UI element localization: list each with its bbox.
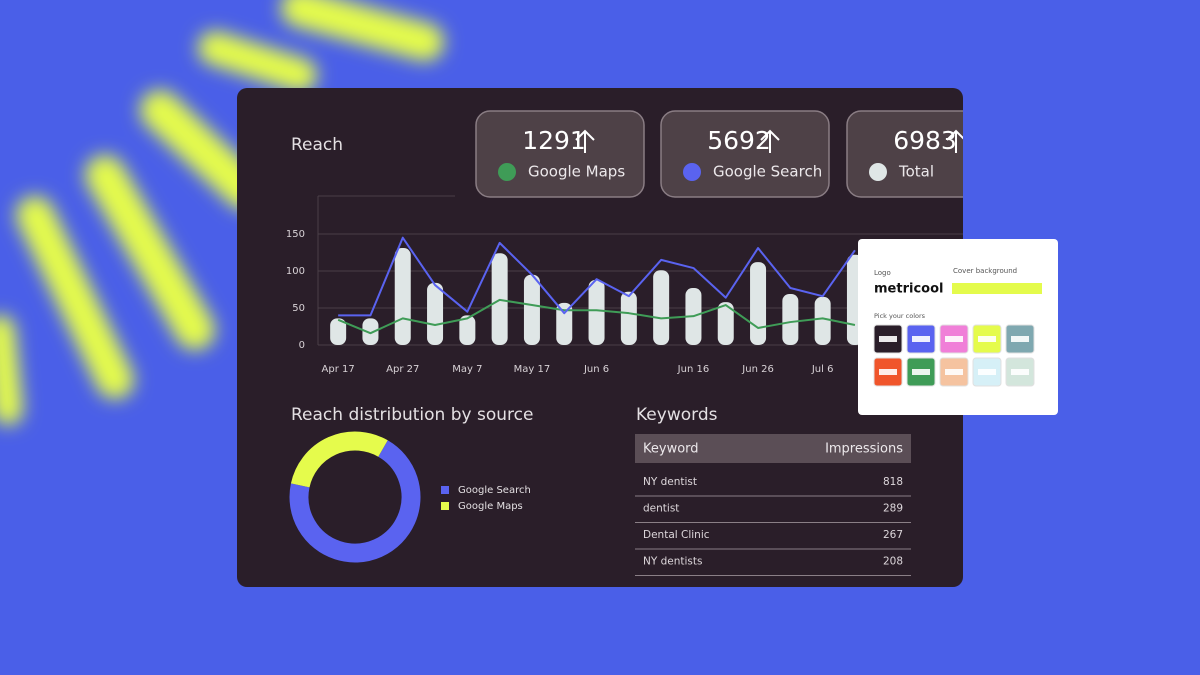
- kpi-dot: [498, 163, 516, 181]
- kpi-dot: [869, 163, 887, 181]
- kpi-value: 6983: [893, 126, 957, 155]
- table-cell: 267: [883, 529, 903, 541]
- swatch-tag: [912, 336, 930, 342]
- x-tick-label: Apr 27: [386, 364, 419, 375]
- bar: [782, 293, 799, 345]
- kpi-label: Total: [898, 163, 934, 181]
- table-cell: 289: [883, 503, 903, 515]
- y-tick-label: 150: [286, 229, 305, 240]
- table-cell: NY dentist: [643, 476, 697, 488]
- table-cell: Dental Clinic: [643, 529, 710, 541]
- bar: [653, 270, 670, 345]
- bar: [427, 282, 444, 345]
- table-title: Keywords: [636, 405, 718, 425]
- logo-label: Logo: [874, 269, 891, 277]
- y-tick-label: 50: [292, 303, 305, 314]
- swatch-tag: [978, 369, 996, 375]
- bar: [717, 302, 734, 345]
- chart-title: Reach: [291, 135, 343, 155]
- kpi-arrow: [946, 129, 963, 153]
- column-header: Impressions: [825, 442, 903, 457]
- x-tick-label: Apr 17: [322, 364, 355, 375]
- legend-swatch: [441, 486, 449, 494]
- bar: [588, 279, 605, 345]
- bar: [330, 318, 347, 345]
- y-tick-label: 0: [299, 340, 305, 351]
- kpi-arrow: [575, 129, 595, 153]
- table-cell: dentist: [643, 503, 679, 515]
- kpi-card: [475, 110, 645, 198]
- donut-slice: [289, 440, 421, 563]
- x-tick-label: Jul 6: [811, 364, 834, 375]
- donut-slice: [290, 431, 388, 488]
- y-tick-label: 100: [286, 266, 305, 277]
- bar: [620, 291, 637, 345]
- kpi-card: [660, 110, 830, 198]
- kpi-arrow: [760, 129, 780, 153]
- legend-label: Google Maps: [458, 501, 523, 512]
- kpi-dot: [683, 163, 701, 181]
- kpi-value: 1291: [522, 126, 586, 155]
- line-series: [337, 298, 856, 335]
- swatch-tag: [945, 369, 963, 375]
- bar: [523, 274, 540, 345]
- swatch-tag: [978, 336, 996, 342]
- bar: [362, 318, 379, 345]
- swatch-tag: [1011, 369, 1029, 375]
- kpi-label: Google Search: [713, 163, 822, 181]
- table-cell: 208: [883, 556, 903, 568]
- donut-title: Reach distribution by source: [291, 405, 533, 425]
- cover-label: Cover background: [953, 267, 1017, 275]
- kpi-card: [846, 110, 963, 198]
- kpi-value: 5692: [707, 126, 771, 155]
- legend-label: Google Search: [458, 485, 531, 496]
- logo: metricool: [874, 282, 943, 297]
- colors-label: Pick your colors: [874, 312, 926, 320]
- swatch-tag: [1011, 336, 1029, 342]
- bar: [459, 315, 476, 345]
- bar: [556, 302, 573, 345]
- legend-swatch: [441, 502, 449, 510]
- bar: [750, 262, 767, 345]
- line-series: [338, 236, 856, 317]
- swatch-tag: [945, 336, 963, 342]
- x-tick-label: Jun 16: [677, 364, 710, 375]
- cover-color: [952, 283, 1042, 294]
- table-cell: 818: [883, 476, 903, 488]
- column-header: Keyword: [643, 442, 699, 457]
- brand-panel: Logo metricool Cover background Pick you…: [858, 239, 1058, 415]
- swatch-tag: [879, 336, 897, 342]
- x-tick-label: May 7: [452, 364, 482, 375]
- bar: [814, 296, 831, 345]
- x-tick-label: Jun 26: [741, 364, 774, 375]
- swatch-tag: [912, 369, 930, 375]
- x-tick-label: Jun 6: [583, 364, 609, 375]
- kpi-label: Google Maps: [528, 163, 625, 181]
- x-tick-label: May 17: [514, 364, 551, 375]
- table-header: [635, 434, 911, 463]
- bar: [394, 248, 411, 345]
- swatch-tag: [879, 369, 897, 375]
- table-cell: NY dentists: [643, 556, 702, 568]
- decor-stripes: [0, 0, 444, 425]
